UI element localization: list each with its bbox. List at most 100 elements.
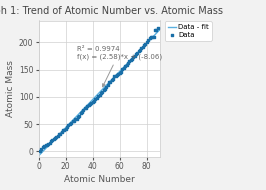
Data: [89, 101, 94, 104]
Data: [131, 55, 135, 59]
Data: [151, 35, 156, 38]
Data: [52, 137, 56, 140]
Data: [110, 78, 114, 81]
Data: [154, 28, 158, 31]
Data: [123, 64, 127, 67]
Data: [139, 46, 144, 49]
Data: [134, 52, 138, 55]
Data: [46, 142, 50, 145]
Data: [146, 38, 150, 41]
Data: [143, 42, 148, 45]
Data: [118, 71, 122, 74]
Data: [81, 109, 85, 112]
Data: [60, 131, 64, 134]
Data: [91, 100, 95, 103]
Text: R² = 0.9974
f(x) = (2.58)*x + (-8.06): R² = 0.9974 f(x) = (2.58)*x + (-8.06): [77, 46, 162, 87]
Data: [142, 44, 146, 47]
Data: [149, 36, 153, 39]
Data: [108, 81, 113, 84]
Data: [95, 96, 99, 99]
Data: [106, 83, 110, 86]
Data: [130, 58, 134, 61]
Data: [72, 119, 76, 122]
Data: [85, 104, 90, 107]
Data: [141, 45, 145, 48]
Y-axis label: Atomic Mass: Atomic Mass: [6, 60, 15, 117]
Data: [69, 121, 73, 124]
Data: [65, 125, 69, 128]
Data: [114, 74, 118, 77]
Data: [99, 92, 103, 95]
Data: [96, 95, 100, 98]
Data: [42, 145, 46, 148]
Data - fit: [44, 147, 48, 149]
Data: [126, 61, 130, 64]
Data: [87, 103, 91, 106]
Data: [153, 29, 157, 32]
Data: [49, 139, 53, 142]
Data: [58, 132, 63, 135]
Line: Data - fit: Data - fit: [39, 29, 160, 156]
Data: [127, 60, 131, 63]
Data - fit: [159, 28, 162, 30]
Data: [62, 128, 66, 131]
Data: [116, 73, 120, 76]
Title: Graph 1: Trend of Atomic Number vs. Atomic Mass: Graph 1: Trend of Atomic Number vs. Atom…: [0, 6, 223, 16]
Data: [54, 135, 59, 138]
Data: [93, 97, 98, 101]
Data: [120, 68, 125, 71]
Data: [115, 73, 119, 76]
Data: [136, 50, 141, 53]
Data: [47, 141, 52, 144]
Data - fit: [60, 131, 63, 133]
Data: [135, 51, 139, 54]
Data: [147, 37, 152, 40]
Data: [77, 114, 81, 117]
Data: [145, 40, 149, 44]
Data: [56, 135, 60, 138]
Data - fit: [37, 154, 40, 157]
Data: [80, 110, 84, 113]
X-axis label: Atomic Number: Atomic Number: [64, 175, 135, 184]
Data - fit: [148, 39, 152, 41]
Data: [97, 94, 102, 97]
Data: [101, 89, 106, 92]
Data: [53, 136, 57, 139]
Data: [111, 77, 115, 80]
Data: [82, 107, 87, 110]
Data: [74, 118, 79, 121]
Data: [73, 118, 77, 121]
Data: [100, 91, 104, 94]
Data: [112, 75, 117, 78]
Legend: Data - fit, Data: Data - fit, Data: [165, 21, 212, 41]
Data - fit: [42, 150, 45, 152]
Data: [68, 122, 72, 125]
Data: [138, 48, 142, 51]
Data: [107, 80, 111, 83]
Data: [122, 67, 126, 70]
Data: [150, 36, 154, 39]
Data: [50, 139, 55, 142]
Data: [57, 133, 61, 136]
Data: [119, 71, 123, 74]
Data: [41, 146, 45, 149]
Data: [103, 87, 107, 90]
Data - fit: [69, 121, 73, 123]
Data: [45, 143, 49, 146]
Data: [76, 115, 80, 118]
Data: [132, 54, 137, 57]
Data: [66, 124, 70, 127]
Data: [78, 112, 83, 115]
Data: [128, 59, 133, 62]
Data: [64, 128, 68, 131]
Data: [104, 85, 109, 88]
Data - fit: [153, 34, 156, 37]
Data: [61, 128, 65, 131]
Data: [38, 149, 42, 152]
Data: [39, 148, 44, 151]
Data: [84, 106, 88, 109]
Data: [88, 102, 92, 105]
Data: [156, 27, 160, 30]
Data: [92, 99, 96, 102]
Data: [70, 120, 75, 123]
